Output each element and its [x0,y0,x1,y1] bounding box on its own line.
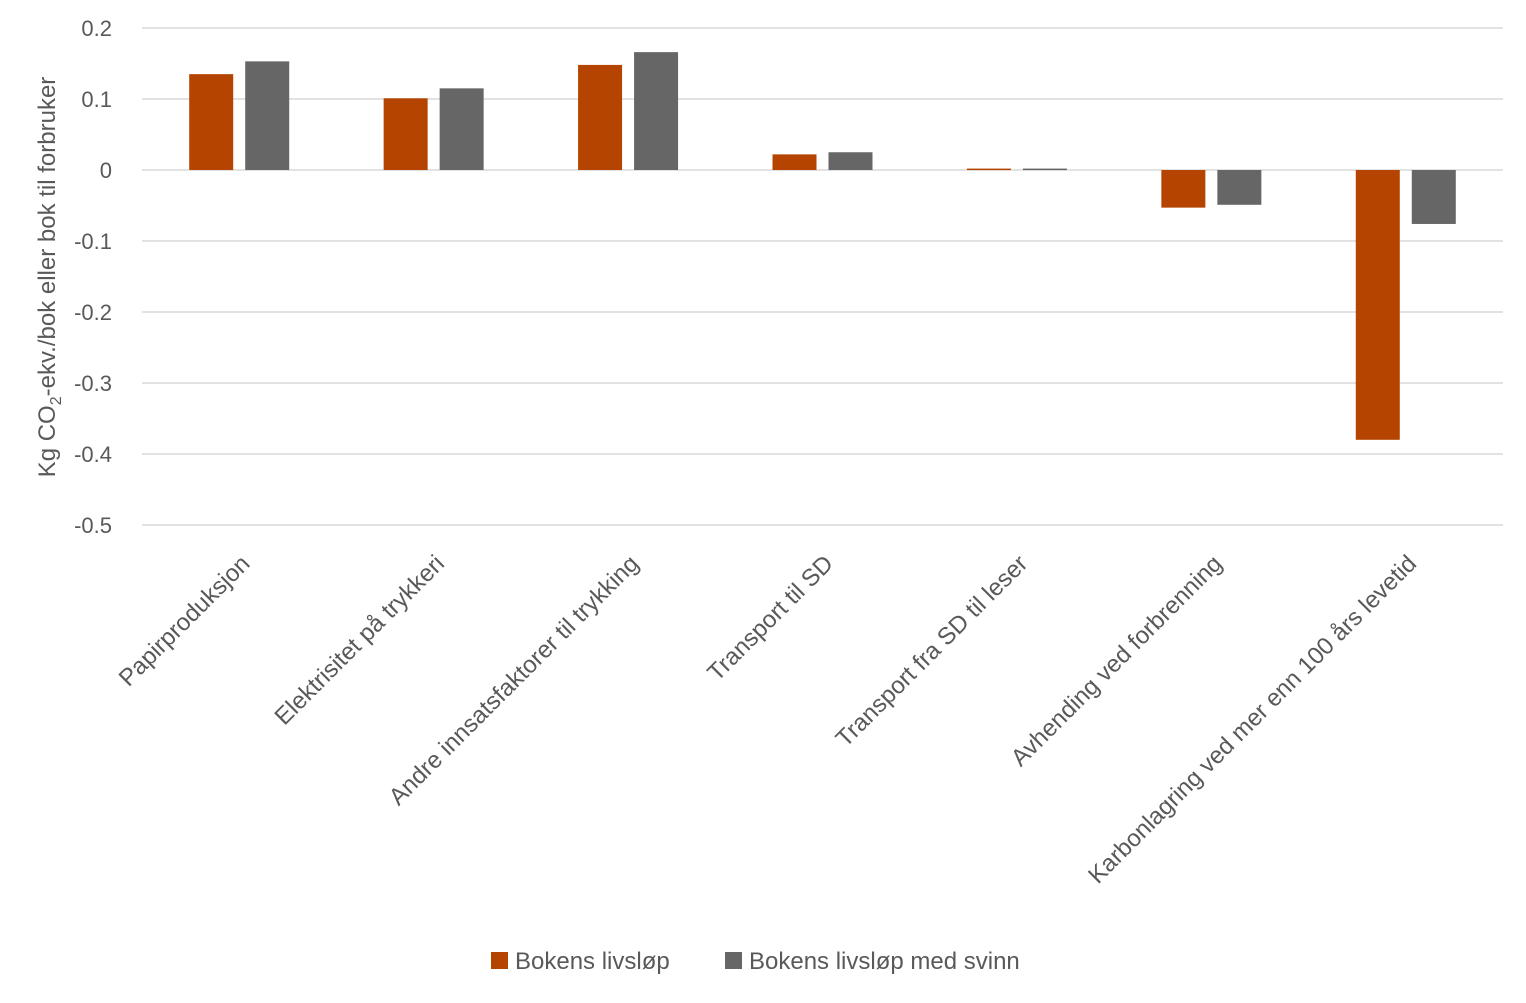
y-tick-label: 0.1 [81,87,112,112]
bar [578,64,623,170]
bar [1217,170,1262,205]
category-label: Transport fra SD til leser [831,550,1033,752]
legend-label: Bokens livsløp [515,948,670,975]
bar [439,88,484,170]
gridlines [142,27,1503,526]
category-label: Avhending ved forbrenning [1006,550,1228,772]
bar [772,154,817,170]
y-tick-label: -0.1 [74,229,112,254]
legend-label: Bokens livsløp med svinn [749,948,1020,975]
y-tick-label: -0.3 [74,371,112,396]
bar [1022,168,1067,171]
category-label: Transport til SD [702,550,838,686]
y-tick-label: -0.5 [74,513,112,538]
bar [1161,170,1206,208]
legend-swatch [725,952,742,969]
y-tick-label: -0.4 [74,442,112,467]
category-labels: Papirproduksjon Elektrisitet på trykkeri A… [114,550,1422,889]
y-axis-title: Kg CO2-ekv./bok eller bok til forbruker [34,77,65,478]
bar [828,152,873,170]
bar [245,61,290,171]
y-tick-labels: 0.2 0.1 0 -0.1 -0.2 -0.3 -0.4 -0.5 [74,16,112,538]
bar [1355,170,1400,440]
y-tick-label: 0.2 [81,16,112,41]
category-label: Papirproduksjon [114,550,256,692]
bars [189,52,1456,440]
bar [1411,170,1456,224]
y-tick-label: -0.2 [74,300,112,325]
category-label: Elektrisitet på trykkeri [270,550,450,730]
category-label: Karbonlagring ved mer enn 100 års leveti… [1083,550,1422,889]
legend: Bokens livsløp Bokens livsløp med svinn [491,948,1020,975]
bar [966,168,1011,171]
bar [189,74,234,170]
bar [383,98,428,170]
legend-swatch [491,952,508,969]
y-tick-label: 0 [100,158,112,183]
bar [634,52,679,170]
